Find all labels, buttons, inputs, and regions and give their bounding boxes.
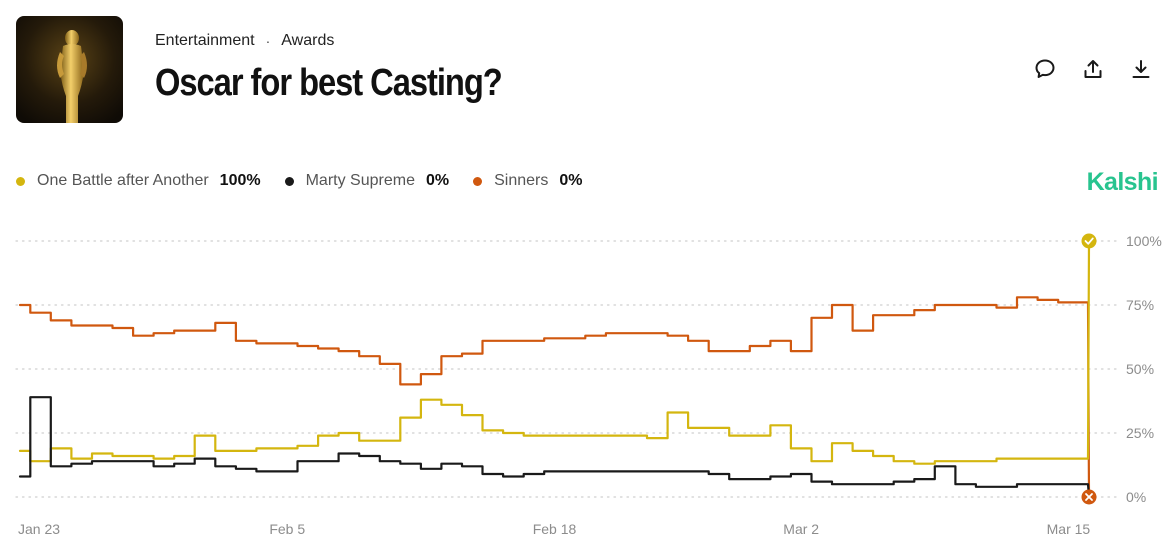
y-tick-label: 100%: [1126, 233, 1162, 249]
series-line-sinners: [18, 296, 1091, 499]
x-tick-label: Feb 5: [269, 521, 305, 537]
legend-value: 0%: [559, 172, 583, 189]
legend-label: One Battle after Another: [37, 172, 209, 189]
share-icon: [1084, 60, 1102, 78]
legend-dot-marty-supreme: [284, 176, 294, 186]
breadcrumb-entertainment[interactable]: Entertainment: [155, 32, 255, 49]
breadcrumb-separator: ·: [265, 33, 271, 49]
download-button[interactable]: [1128, 56, 1154, 82]
legend-value: 100%: [219, 172, 261, 189]
y-tick-label: 0%: [1126, 489, 1146, 505]
comment-button[interactable]: [1032, 56, 1058, 82]
check-marker-icon: [1081, 233, 1097, 249]
x-tick-label: Jan 23: [18, 521, 60, 537]
x-tick-label: Mar 2: [783, 521, 819, 537]
series-line-marty-supreme: [18, 396, 1091, 499]
download-icon: [1132, 60, 1150, 78]
y-tick-label: 25%: [1126, 425, 1154, 441]
x-tick-label: Feb 18: [533, 521, 577, 537]
legend-item-one-battle[interactable]: One Battle after Another 100%: [16, 172, 261, 190]
share-button[interactable]: [1080, 56, 1106, 82]
check-icon: [1084, 237, 1094, 245]
kalshi-logo[interactable]: Kalshi: [1086, 168, 1159, 196]
legend-label: Marty Supreme: [305, 172, 415, 189]
legend-value: 0%: [425, 172, 450, 189]
x-tick-label: Mar 15: [1047, 521, 1091, 537]
chart-legend: One Battle after Another 100% Marty Supr…: [16, 172, 606, 190]
oscar-statuette-image: [16, 16, 123, 123]
legend-dot-one-battle: [16, 176, 25, 186]
comment-icon: [1035, 59, 1055, 78]
breadcrumb: Entertainment · Awards: [155, 32, 334, 50]
oscar-thumbnail: [16, 16, 123, 123]
header-actions: [1032, 56, 1154, 82]
series-line-one-battle-after-another: [18, 239, 1091, 465]
legend-label: Sinners: [494, 172, 549, 189]
y-tick-label: 50%: [1126, 361, 1154, 377]
x-icon: [1085, 493, 1093, 501]
y-tick-label: 75%: [1126, 297, 1154, 313]
legend-item-sinners[interactable]: Sinners 0%: [473, 172, 582, 190]
legend-item-marty-supreme[interactable]: Marty Supreme 0%: [284, 172, 450, 190]
breadcrumb-awards[interactable]: Awards: [281, 32, 335, 49]
legend-dot-sinners: [473, 176, 483, 186]
page-title: Oscar for best Casting?: [155, 62, 503, 104]
